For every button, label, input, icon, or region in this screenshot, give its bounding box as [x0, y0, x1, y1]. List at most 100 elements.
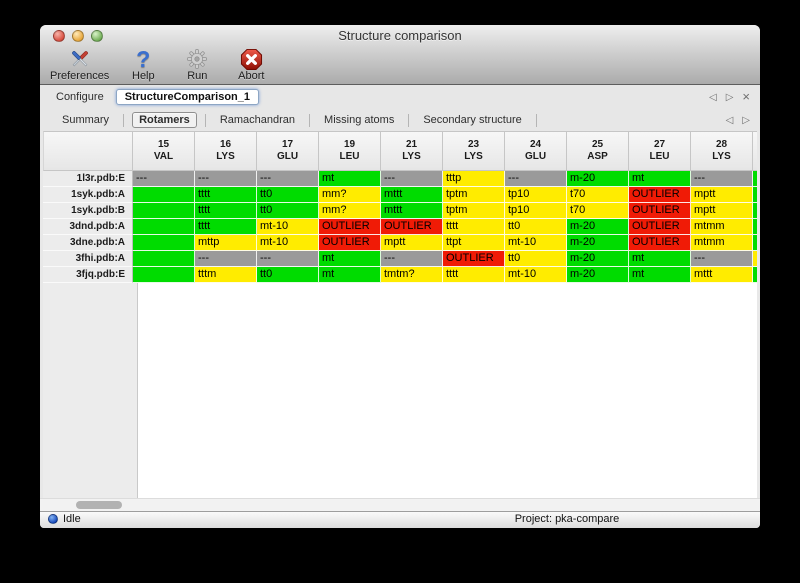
rotamer-cell[interactable]: mttp: [195, 235, 257, 251]
rotamer-cell[interactable]: ---: [257, 251, 319, 267]
rotamer-cell[interactable]: tp10: [505, 187, 567, 203]
rotamer-cell[interactable]: tttt: [443, 219, 505, 235]
column-header-17[interactable]: 17 GLU: [257, 131, 319, 171]
rotamer-cell[interactable]: mt: [629, 171, 691, 187]
rotamer-cell[interactable]: mttt: [381, 187, 443, 203]
close-window-icon[interactable]: [53, 30, 65, 42]
column-header-23[interactable]: 23 LYS: [443, 131, 505, 171]
column-header-25[interactable]: 25 ASP: [567, 131, 629, 171]
rotamer-cell[interactable]: tttt: [195, 203, 257, 219]
column-header-27[interactable]: 27 LEU: [629, 131, 691, 171]
rotamer-cell[interactable]: tptm: [443, 203, 505, 219]
rotamer-cell[interactable]: ---: [505, 171, 567, 187]
row-label[interactable]: 3dne.pdb:A: [43, 235, 133, 251]
tab-summary[interactable]: Summary: [62, 114, 110, 126]
rotamer-cell[interactable]: mtmm: [691, 219, 753, 235]
rotamer-cell[interactable]: mt-10: [505, 267, 567, 283]
rotamer-cell[interactable]: mtmm: [691, 235, 753, 251]
rotamer-cell[interactable]: OUTLIER: [381, 219, 443, 235]
rotamer-cell[interactable]: tttt: [195, 219, 257, 235]
rotamer-cell[interactable]: ---: [195, 251, 257, 267]
rotamer-cell[interactable]: OUTLIER: [319, 235, 381, 251]
rotamer-cell[interactable]: ---: [257, 171, 319, 187]
rotamer-cell[interactable]: mptt: [691, 187, 753, 203]
rotamer-cell[interactable]: m-20: [567, 171, 629, 187]
configure-name-field[interactable]: StructureComparison_1: [115, 89, 260, 105]
row-label[interactable]: 3fhi.pdb:A: [43, 251, 133, 267]
titlebar[interactable]: Structure comparison: [40, 25, 760, 47]
tab-secondary-structure[interactable]: Secondary structure: [423, 114, 522, 126]
rotamer-cell[interactable]: [133, 219, 195, 235]
rotamer-cell[interactable]: ---: [691, 251, 753, 267]
preferences-button[interactable]: Preferences: [50, 47, 109, 82]
horizontal-scrollbar[interactable]: [40, 498, 760, 511]
rotamer-cell[interactable]: ---: [133, 171, 195, 187]
rotamer-cell[interactable]: m-20: [567, 219, 629, 235]
rotamer-cell[interactable]: tttp: [443, 171, 505, 187]
column-header-15[interactable]: 15 VAL: [133, 131, 195, 171]
minimize-window-icon[interactable]: [72, 30, 84, 42]
rotamer-cell[interactable]: OUTLIER: [629, 235, 691, 251]
column-header-21[interactable]: 21 LYS: [381, 131, 443, 171]
close-config-icon[interactable]: ×: [742, 89, 750, 104]
rotamer-cell[interactable]: mt: [629, 251, 691, 267]
rotamer-cell[interactable]: tmtm?: [381, 267, 443, 283]
rotamer-cell[interactable]: OUTLIER: [443, 251, 505, 267]
rotamer-cell[interactable]: t70: [567, 187, 629, 203]
tab-ramachandran[interactable]: Ramachandran: [219, 114, 296, 126]
rotamer-cell[interactable]: tp10: [505, 203, 567, 219]
rotamer-cell[interactable]: tt0: [505, 251, 567, 267]
rotamer-cell[interactable]: tttt: [195, 187, 257, 203]
rotamer-cell[interactable]: tt0: [505, 219, 567, 235]
rotamer-cell[interactable]: mptt: [381, 235, 443, 251]
rotamer-cell[interactable]: mt-10: [505, 235, 567, 251]
row-label[interactable]: 3dnd.pdb:A: [43, 219, 133, 235]
rotamer-cell[interactable]: ---: [691, 171, 753, 187]
prev-tab-icon[interactable]: ◁: [725, 114, 734, 126]
rotamer-cell[interactable]: mt: [319, 267, 381, 283]
tab-rotamers[interactable]: Rotamers: [132, 112, 197, 128]
rotamer-cell[interactable]: m-20: [567, 235, 629, 251]
rotamer-cell[interactable]: ttpt: [443, 235, 505, 251]
tab-missing-atoms[interactable]: Missing atoms: [324, 114, 395, 126]
rotamer-cell[interactable]: [133, 235, 195, 251]
rotamer-cell[interactable]: mm?: [319, 203, 381, 219]
rotamer-cell[interactable]: tttm: [195, 267, 257, 283]
help-button[interactable]: ? Help: [123, 47, 163, 83]
rotamer-cell[interactable]: tt0: [257, 203, 319, 219]
column-header-28[interactable]: 28 LYS: [691, 131, 753, 171]
rotamer-cell[interactable]: OUTLIER: [629, 219, 691, 235]
rotamer-cell[interactable]: OUTLIER: [629, 203, 691, 219]
zoom-window-icon[interactable]: [91, 30, 103, 42]
rotamer-cell[interactable]: m-20: [567, 267, 629, 283]
abort-button[interactable]: Abort: [231, 47, 271, 82]
rotamer-cell[interactable]: [133, 203, 195, 219]
rotamer-cell[interactable]: tt0: [257, 187, 319, 203]
rotamer-cell[interactable]: t70: [567, 203, 629, 219]
column-header-24[interactable]: 24 GLU: [505, 131, 567, 171]
rotamer-cell[interactable]: tt0: [257, 267, 319, 283]
rotamer-cell[interactable]: [133, 251, 195, 267]
rotamer-cell[interactable]: mm?: [319, 187, 381, 203]
row-label[interactable]: 3fjq.pdb:E: [43, 267, 133, 283]
rotamer-cell[interactable]: ---: [381, 171, 443, 187]
rotamer-cell[interactable]: mptt: [691, 203, 753, 219]
next-tab-icon[interactable]: ▷: [742, 114, 750, 126]
rotamer-cell[interactable]: mt: [319, 171, 381, 187]
rotamer-cell[interactable]: mttt: [381, 203, 443, 219]
rotamer-cell[interactable]: tttt: [443, 267, 505, 283]
rotamer-cell[interactable]: OUTLIER: [629, 187, 691, 203]
rotamer-cell[interactable]: mt: [629, 267, 691, 283]
prev-config-icon[interactable]: ◁: [709, 91, 717, 103]
column-header-19[interactable]: 19 LEU: [319, 131, 381, 171]
rotamer-cell[interactable]: mt-10: [257, 235, 319, 251]
rotamer-cell[interactable]: ---: [381, 251, 443, 267]
rotamer-cell[interactable]: [133, 187, 195, 203]
scrollbar-thumb[interactable]: [76, 501, 122, 509]
rotamer-cell[interactable]: [133, 267, 195, 283]
rotamer-cell[interactable]: OUTLIER: [319, 219, 381, 235]
row-label[interactable]: 1l3r.pdb:E: [43, 171, 133, 187]
rotamer-cell[interactable]: tptm: [443, 187, 505, 203]
rotamer-cell[interactable]: ---: [195, 171, 257, 187]
run-button[interactable]: Run: [177, 47, 217, 82]
